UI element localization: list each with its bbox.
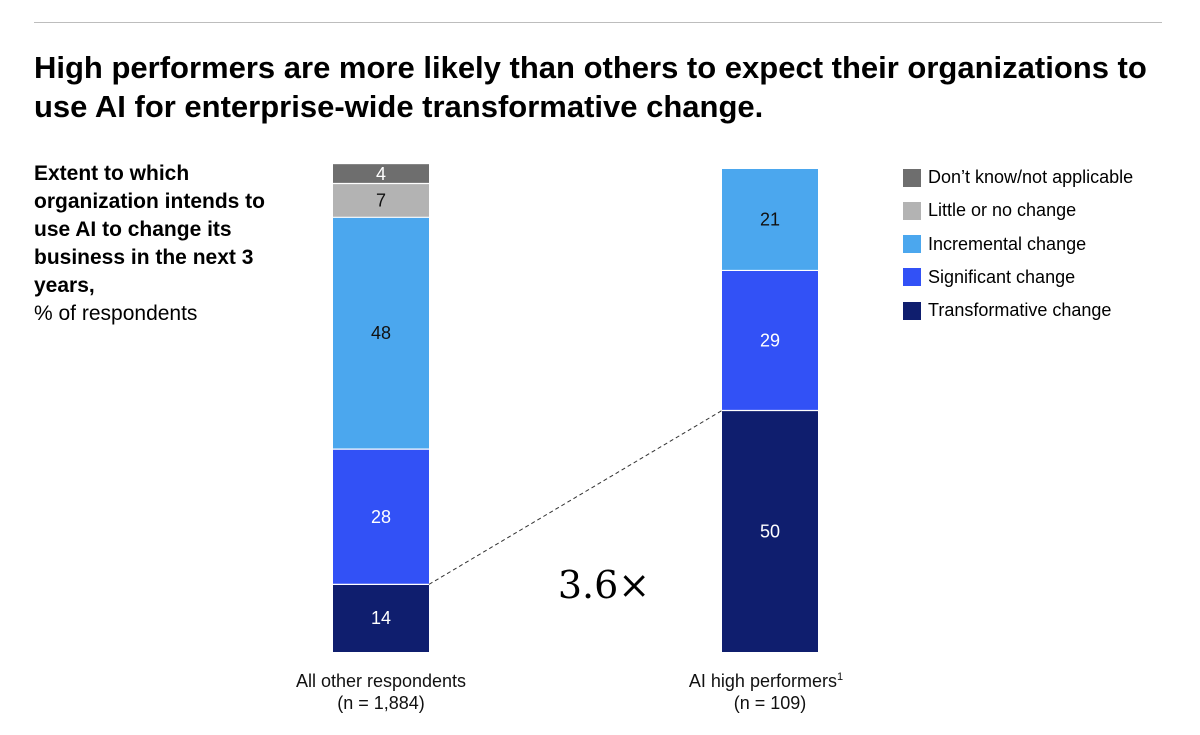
bar-value-label: 28 (371, 507, 391, 527)
top-divider (34, 22, 1162, 23)
bar-value-label: 50 (760, 521, 780, 541)
bar-value-label: 4 (376, 164, 386, 184)
bar-value-label: 7 (376, 190, 386, 210)
legend-swatch (903, 235, 921, 254)
legend-item: Little or no change (903, 201, 1133, 220)
bar-value-label: 48 (371, 323, 391, 343)
comparison-dashed-line (428, 410, 723, 585)
bar-segment (333, 217, 429, 450)
legend-label: Transformative change (928, 300, 1112, 321)
category-sample-size: (n = 109) (734, 693, 807, 713)
legend-label: Don’t know/not applicable (928, 167, 1134, 187)
legend-label: Incremental change (928, 233, 1087, 254)
legend-swatch (903, 201, 921, 220)
bar-segment (333, 449, 429, 585)
bar-segment (722, 270, 818, 411)
legend-item: Transformative change (903, 301, 1133, 320)
bar-value-label: 29 (760, 330, 780, 350)
legend-label: Little or no change (928, 200, 1077, 221)
bar-segment (722, 169, 818, 271)
chart-subtitle: Extent to which organization intends to … (34, 160, 284, 328)
category-label: All other respondents (296, 671, 466, 691)
legend-label: Significant change (928, 266, 1076, 287)
bar-segment (722, 410, 818, 652)
legend-item: Incremental change (903, 233, 1133, 254)
subtitle-unit: % of respondents (34, 302, 198, 325)
bar-segment (333, 183, 429, 218)
legend-item: Don’t know/not applicable (903, 168, 1133, 187)
bar-value-label: 14 (371, 608, 391, 628)
legend-swatch (903, 301, 921, 320)
legend-item: Significant change (903, 266, 1133, 287)
bar-value-label: 21 (760, 210, 780, 230)
bar-segment (333, 584, 429, 652)
legend-swatch (903, 168, 921, 187)
chart-legend: Don’t know/not applicable Little or no ch… (903, 168, 1133, 334)
comparison-multiplier: 3.6× (558, 563, 650, 607)
bar-segment (333, 164, 429, 184)
footnote-marker: 1 (837, 671, 843, 683)
category-label: AI high performers1 (689, 671, 843, 691)
chart-title: High performers are more likely than oth… (34, 50, 1147, 124)
subtitle-description: Extent to which organization intends to … (34, 162, 265, 297)
category-sample-size: (n = 1,884) (337, 693, 425, 713)
legend-swatch (903, 268, 921, 287)
